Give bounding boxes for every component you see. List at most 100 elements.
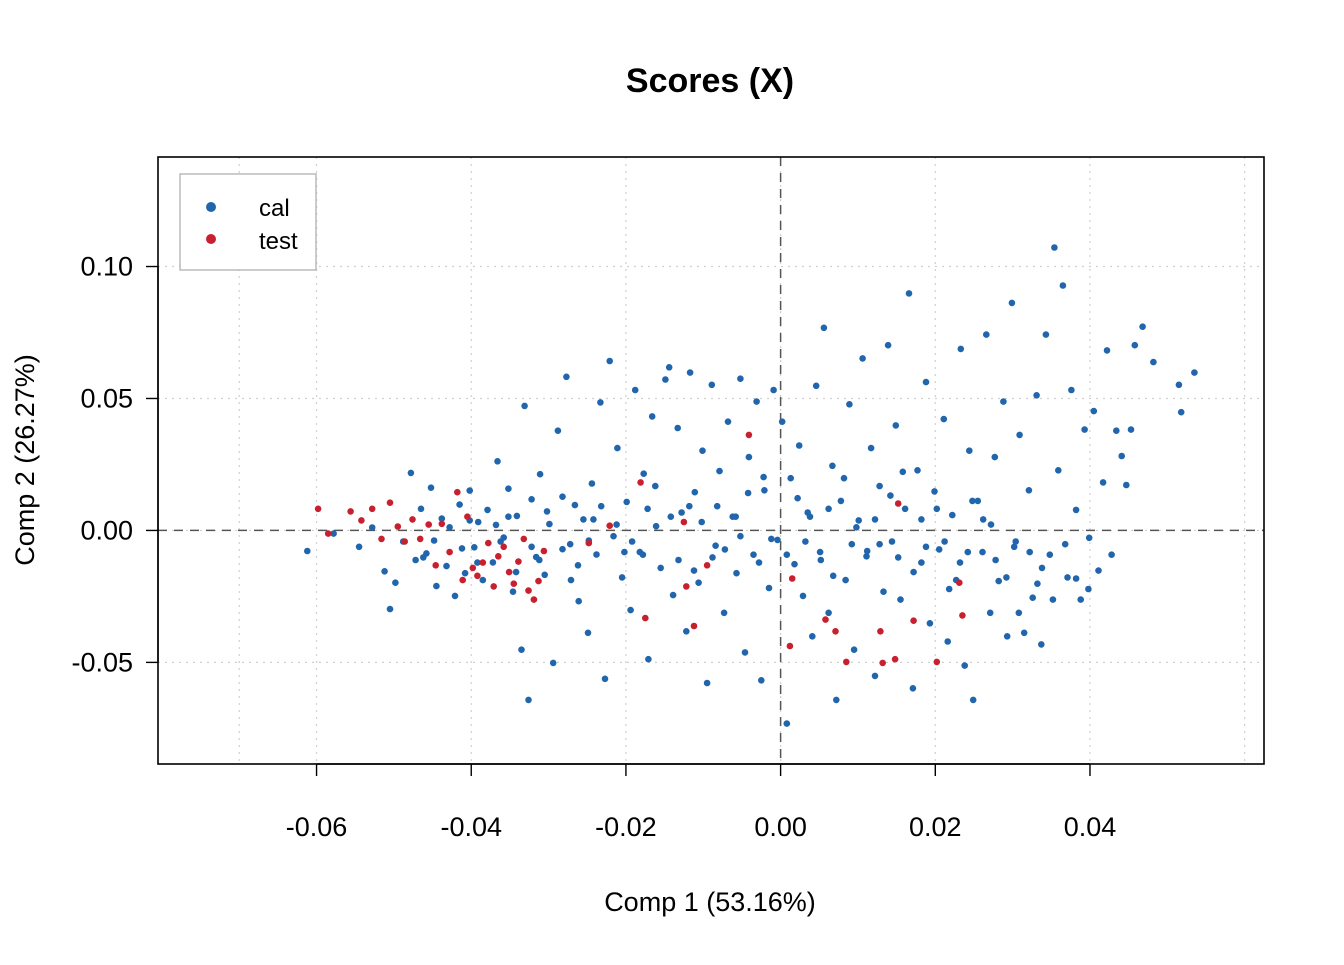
point-cal: [863, 547, 871, 555]
point-test: [510, 580, 518, 587]
point-cal: [1025, 487, 1033, 494]
point-cal: [1103, 347, 1111, 354]
point-cal: [1026, 548, 1033, 556]
point-cal: [1113, 427, 1120, 435]
point-test: [606, 522, 613, 529]
point-cal: [979, 548, 986, 556]
point-cal: [631, 386, 639, 394]
point-cal: [1175, 381, 1183, 389]
point-cal: [901, 505, 909, 513]
point-cal: [721, 546, 729, 553]
point-cal: [606, 357, 613, 365]
point-cal: [652, 482, 659, 490]
point-cal: [1095, 567, 1102, 574]
point-test: [540, 547, 548, 555]
point-cal: [837, 497, 845, 505]
point-test: [416, 535, 424, 543]
point-cal: [368, 524, 376, 531]
point-cal: [525, 696, 532, 704]
point-test: [894, 500, 902, 507]
point-cal: [1033, 392, 1040, 399]
point-cal: [935, 546, 943, 553]
point-cal: [944, 638, 951, 645]
point-cal: [471, 544, 478, 551]
point-test: [525, 587, 532, 594]
point-cal: [974, 497, 982, 505]
point-test: [485, 539, 492, 547]
point-cal: [639, 551, 647, 558]
point-cal: [618, 574, 626, 581]
plot-frame: [157, 156, 1265, 765]
point-cal: [686, 502, 693, 510]
point-cal: [899, 468, 907, 476]
point-cal: [905, 290, 913, 297]
point-cal: [559, 545, 566, 553]
point-cal: [451, 592, 459, 600]
point-cal: [724, 418, 732, 426]
point-cal: [991, 453, 999, 461]
point-cal: [979, 516, 987, 523]
point-cal: [566, 540, 574, 548]
point-cal: [778, 418, 786, 426]
point-cal: [505, 513, 512, 520]
point-cal: [716, 467, 723, 475]
point-cal: [446, 524, 453, 531]
point-cal: [541, 571, 548, 579]
point-test: [490, 583, 498, 590]
x-axis: -0.06 -0.04 -0.02 0.00 0.02 0.04: [286, 763, 1116, 842]
point-test: [358, 517, 365, 524]
point-cal: [412, 556, 419, 564]
point-cal: [518, 646, 525, 653]
point-cal: [628, 538, 636, 545]
point-cal: [623, 498, 630, 506]
point-cal: [1081, 426, 1088, 433]
point-cal: [964, 548, 972, 556]
point-cal: [509, 588, 517, 595]
point-cal: [703, 679, 711, 687]
point-cal: [853, 524, 860, 531]
point-test: [745, 431, 753, 439]
point-cal: [1150, 358, 1157, 366]
point-cal: [914, 467, 921, 474]
point-cal: [1003, 574, 1010, 581]
point-cal: [614, 444, 621, 452]
point-cal: [816, 548, 824, 556]
point-test: [459, 576, 467, 584]
point-cal: [884, 341, 892, 349]
point-cal: [922, 378, 930, 386]
point-cal: [809, 633, 816, 640]
point-cal: [484, 506, 491, 514]
point-cal: [474, 559, 481, 566]
point-cal: [683, 628, 690, 635]
point-test: [959, 612, 966, 619]
point-cal: [512, 568, 520, 576]
point-cal: [1034, 580, 1041, 587]
point-cal: [1064, 574, 1071, 581]
point-cal: [863, 553, 870, 560]
point-test: [786, 642, 794, 650]
point-cal: [330, 530, 337, 537]
legend-swatch-test: [206, 234, 216, 244]
point-cal: [536, 556, 543, 564]
y-tick-label: 0.10: [80, 252, 133, 282]
point-cal: [610, 532, 617, 540]
point-cal: [355, 543, 363, 551]
point-cal: [698, 518, 705, 526]
point-cal: [563, 373, 570, 381]
point-cal: [584, 629, 592, 637]
point-test: [454, 488, 461, 496]
point-test: [822, 616, 829, 623]
y-axis-label: Comp 2 (26.27%): [10, 354, 40, 566]
point-cal: [546, 520, 553, 528]
point-cal: [521, 402, 528, 410]
point-cal: [466, 487, 474, 494]
point-cal: [887, 492, 894, 499]
x-tick-label: -0.06: [286, 812, 348, 842]
point-cal: [543, 508, 551, 515]
point-cal: [433, 582, 440, 590]
point-cal: [1016, 431, 1023, 439]
point-cal: [456, 501, 463, 508]
point-cal: [969, 696, 977, 704]
point-cal: [892, 422, 900, 429]
point-cal: [840, 474, 848, 482]
